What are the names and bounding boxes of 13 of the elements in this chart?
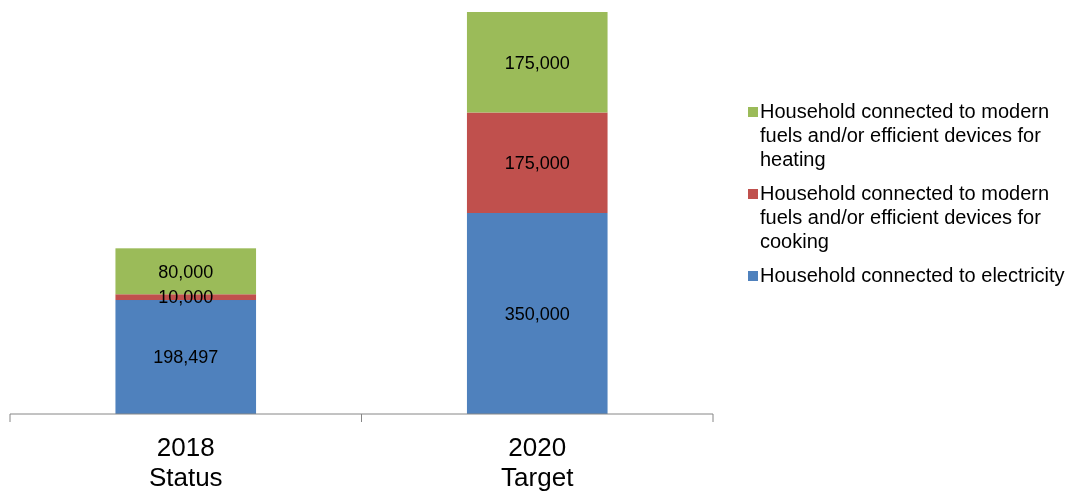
x-tick-label: 2018 Status [148,432,223,492]
data-label: 175,000 [504,153,570,174]
legend-label: Household connected to electricity [760,264,1065,286]
bar [466,12,608,113]
bar [466,213,608,414]
data-label: 80,000 [158,261,214,282]
data-label: 175,000 [504,52,570,73]
data-label: 198,497 [153,347,219,368]
legend-label: Household connected to modern fuels and/or efficient devices for cooking [760,182,1050,252]
bar [466,112,608,213]
data-label: 350,000 [504,303,570,324]
x-tick-label: 2020 Target [501,432,575,492]
legend-label: Household connected to modern fuels and/or efficient devices for heating [760,100,1050,170]
